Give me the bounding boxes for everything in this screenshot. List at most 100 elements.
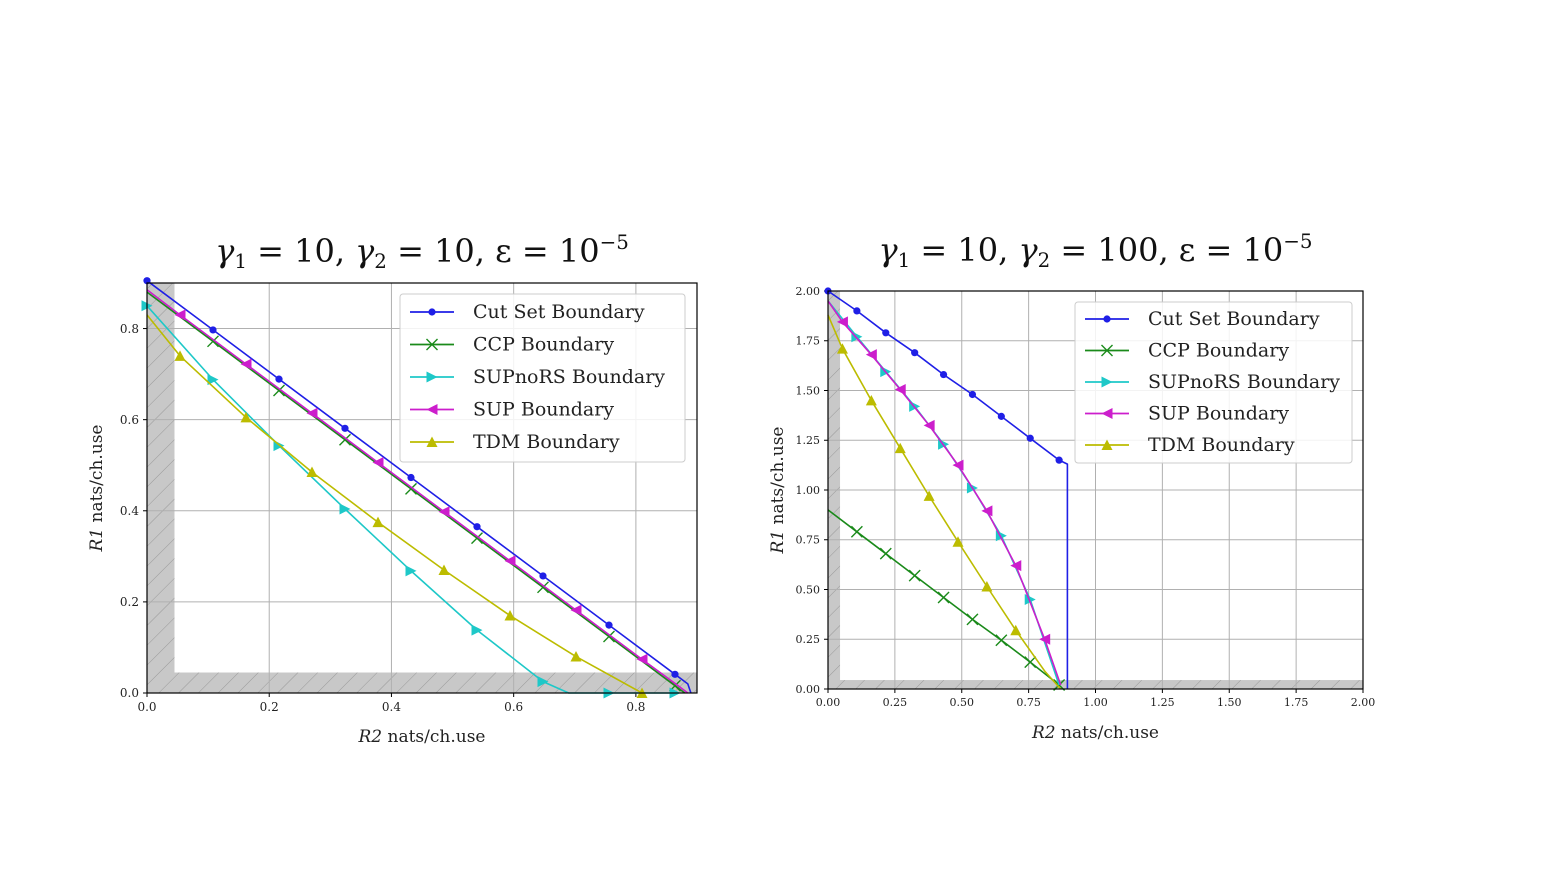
y-tick-label: 0.4: [120, 504, 139, 518]
x-tick-label: 0.2: [260, 700, 279, 714]
y-tick-label: 0.75: [796, 534, 821, 547]
data-point-marker: [372, 516, 384, 528]
y-tick-label: 0.0: [120, 686, 139, 700]
legend-marker: [1101, 344, 1113, 357]
y-tick-label: 0.6: [120, 413, 139, 427]
chart-left: 0.0 0.2 0.4 0.6 0.8 0.0 0.2 0.4 0.6 0.8 Cut Set Bo…: [87, 231, 698, 747]
data-point-marker: [605, 621, 613, 629]
series-sup-boundary: [827, 300, 1062, 686]
x-tick-label: 0.4: [382, 700, 401, 714]
plot-frame: [827, 290, 1364, 690]
legend-item: CCP Boundary: [410, 334, 614, 356]
data-point-marker: [438, 564, 450, 575]
y-tick-label: 0.8: [120, 322, 139, 336]
legend-item: SUP Boundary: [1085, 403, 1289, 425]
x-axis-title-unit: nats/ch.use: [382, 727, 485, 747]
y-tick-label: 0.25: [796, 633, 821, 646]
legend-box: [399, 293, 686, 463]
x-tick-label: 1.50: [1217, 696, 1242, 709]
data-point-marker: [209, 326, 217, 334]
data-point-marker: [853, 307, 861, 315]
data-point-marker: [504, 610, 516, 621]
data-point-marker: [174, 309, 186, 321]
legend-item: TDM Boundary: [1085, 434, 1295, 456]
title-exponent: −5: [1283, 230, 1312, 253]
legend-item: Cut Set Boundary: [410, 301, 645, 323]
data-point-marker: [937, 591, 950, 604]
x-tick-label: 0.6: [504, 700, 523, 714]
chart-right: 0.00 0.25 0.50 0.75 1.00 1.25 1.50 1.75 2.00 0.00…: [768, 230, 1375, 743]
legend-marker: [426, 436, 438, 447]
legend-marker: [1101, 408, 1113, 419]
data-point-marker: [923, 419, 935, 431]
y-axis-title: R1 nats/ch.use: [87, 424, 107, 552]
data-point-marker: [995, 634, 1008, 647]
x-tick-label: 1.25: [1150, 696, 1175, 709]
data-point-marker: [174, 350, 186, 361]
x-tick-label: 0.75: [1016, 696, 1041, 709]
legend-marker: [1103, 315, 1111, 323]
x-tick-label: 1.00: [1083, 696, 1108, 709]
legend-marker: [426, 404, 438, 415]
shaded-region-r1: [147, 672, 697, 693]
x-axis-title: R2 nats/ch.use: [1031, 723, 1159, 743]
data-point-marker: [894, 384, 906, 396]
data-point-marker: [407, 473, 415, 482]
data-point-marker: [865, 349, 877, 361]
data-point-marker: [894, 442, 906, 454]
data-point-marker: [275, 375, 283, 383]
legend-label: SUPnoRS Boundary: [1148, 371, 1340, 393]
series-ccp-boundary: [827, 509, 1066, 692]
data-point-marker: [939, 370, 948, 379]
data-point-marker: [372, 456, 384, 468]
data-point-marker: [240, 411, 252, 423]
data-point-marker: [339, 503, 351, 515]
title-value-1: = 10,: [910, 231, 1018, 269]
data-point-marker: [636, 653, 648, 665]
data-point-marker: [341, 424, 349, 432]
legend-marker: [428, 308, 436, 316]
data-point-marker: [981, 505, 993, 517]
x-axis-title-unit: nats/ch.use: [1056, 723, 1159, 743]
data-point-marker: [968, 390, 977, 399]
legend-label: Cut Set Boundary: [1148, 308, 1320, 330]
data-point-marker: [966, 613, 979, 626]
legend-marker: [426, 371, 438, 383]
title-gamma-1: γ: [879, 231, 899, 269]
legend-item: CCP Boundary: [1085, 340, 1289, 362]
data-point-marker: [911, 349, 919, 357]
shaded-region-r2: [147, 283, 175, 693]
series-cut-set-boundary: [143, 277, 692, 694]
data-point-marker: [471, 624, 483, 636]
data-point-marker: [438, 506, 450, 518]
data-point-marker: [473, 523, 481, 531]
series-tdm-boundary: [827, 314, 1062, 690]
y-tick-label: 1.75: [796, 335, 821, 348]
data-point-marker: [952, 459, 964, 471]
data-point-marker: [570, 651, 582, 662]
data-point-marker: [1039, 633, 1051, 645]
legend-item: SUPnoRS Boundary: [410, 366, 665, 388]
y-tick-label: 0.50: [796, 583, 821, 596]
data-point-marker: [1010, 560, 1022, 572]
data-point-marker: [306, 407, 318, 419]
legend-marker: [1101, 376, 1113, 388]
title-value-1: = 10,: [247, 232, 355, 270]
title-gamma-1: γ: [215, 232, 235, 270]
x-tick-label: 0.50: [950, 696, 975, 709]
x-tick-label: 0.00: [816, 696, 841, 709]
legend-item: SUP Boundary: [410, 399, 614, 421]
y-tick-label: 1.50: [796, 384, 821, 397]
data-point-marker: [306, 466, 318, 478]
legend-box: [1074, 301, 1353, 464]
series-tdm-boundary: [146, 314, 648, 698]
data-point-marker: [850, 525, 863, 538]
x-tick-label: 0.8: [626, 700, 645, 714]
chart-title: γ1 = 10, γ2 = 10, ε = 10−5: [215, 231, 629, 273]
legend-label: CCP Boundary: [1148, 340, 1289, 362]
data-point-marker: [1010, 624, 1022, 636]
x-axis-title-variable: R2: [1031, 723, 1056, 743]
title-exponent: −5: [600, 231, 629, 254]
data-point-marker: [1026, 434, 1034, 442]
